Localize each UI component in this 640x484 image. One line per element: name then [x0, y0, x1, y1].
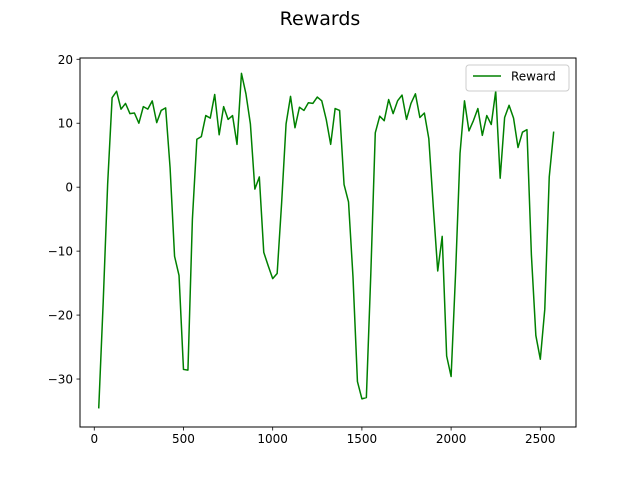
x-tick-label: 2500 — [525, 432, 556, 446]
y-tick-label: 20 — [58, 53, 73, 67]
y-tick-label: −10 — [48, 245, 73, 259]
y-tick-label: 10 — [58, 117, 73, 131]
x-tick-label: 2000 — [436, 432, 467, 446]
legend-label: Reward — [511, 70, 556, 84]
y-tick-label: −20 — [48, 309, 73, 323]
y-tick-label: 0 — [65, 181, 73, 195]
x-tick-label: 1000 — [257, 432, 288, 446]
x-tick-label: 500 — [172, 432, 195, 446]
y-tick-label: −30 — [48, 373, 73, 387]
chart-title: Rewards — [280, 8, 361, 30]
x-tick-label: 1500 — [347, 432, 378, 446]
legend: Reward — [466, 65, 569, 91]
x-tick-label: 0 — [90, 432, 98, 446]
